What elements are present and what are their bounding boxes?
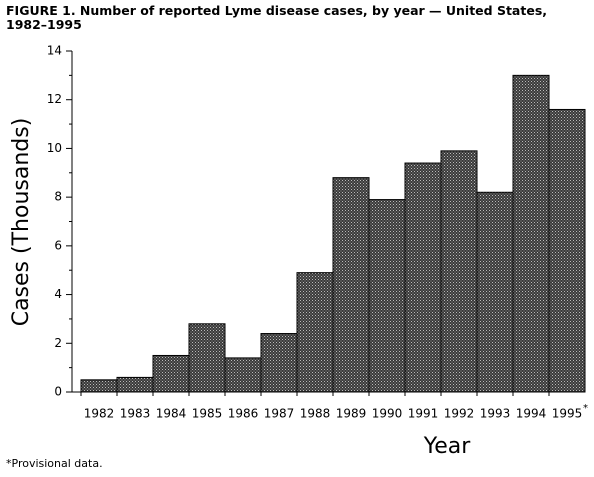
x-tick-label: 1983: [120, 407, 151, 421]
bar: [296, 272, 334, 393]
bar: [116, 376, 154, 393]
bar: [224, 357, 262, 393]
bar: [80, 379, 118, 393]
y-tick-label: 2: [54, 336, 62, 350]
bar: [188, 323, 226, 393]
x-tick-label: 1987: [264, 407, 295, 421]
y-tick-label: 6: [54, 238, 62, 252]
chart-title: FIGURE 1. Number of reported Lyme diseas…: [6, 3, 548, 32]
y-tick-label: 0: [54, 385, 62, 399]
bar: [368, 199, 406, 393]
y-tick-label: 8: [54, 190, 62, 204]
y-tick-label: 10: [47, 141, 62, 155]
x-tick-label: 1991: [408, 407, 439, 421]
x-axis-label: Year: [423, 434, 472, 459]
x-tick-label: 1988: [300, 407, 331, 421]
footnote: *Provisional data.: [6, 457, 103, 470]
x-tick-label: 1989: [336, 407, 367, 421]
x-tick-label: 1994: [516, 407, 547, 421]
bar: [476, 191, 514, 393]
bar: [512, 74, 550, 393]
bar: [152, 354, 190, 393]
y-tick-label: 4: [54, 287, 62, 301]
x-tick-label: 1985: [192, 407, 223, 421]
x-tick-label: 1982: [84, 407, 115, 421]
y-tick-label: 14: [47, 44, 62, 58]
bar: [440, 150, 478, 393]
y-tick-label: 12: [47, 92, 62, 106]
bar: [404, 162, 442, 393]
bar: [260, 333, 298, 393]
x-tick-label: 1992: [444, 407, 475, 421]
bar: [548, 108, 586, 393]
x-tick-label: 1984: [156, 407, 187, 421]
x-tick-label: 1993: [480, 407, 511, 421]
y-axis-label: Cases (Thousands): [9, 118, 34, 327]
x-tick-label: 1986: [228, 407, 259, 421]
bar: [332, 177, 370, 393]
x-tick-label: 1990: [372, 407, 403, 421]
x-tick-label: 1995: [552, 407, 583, 421]
footnote-marker: *: [583, 403, 588, 414]
